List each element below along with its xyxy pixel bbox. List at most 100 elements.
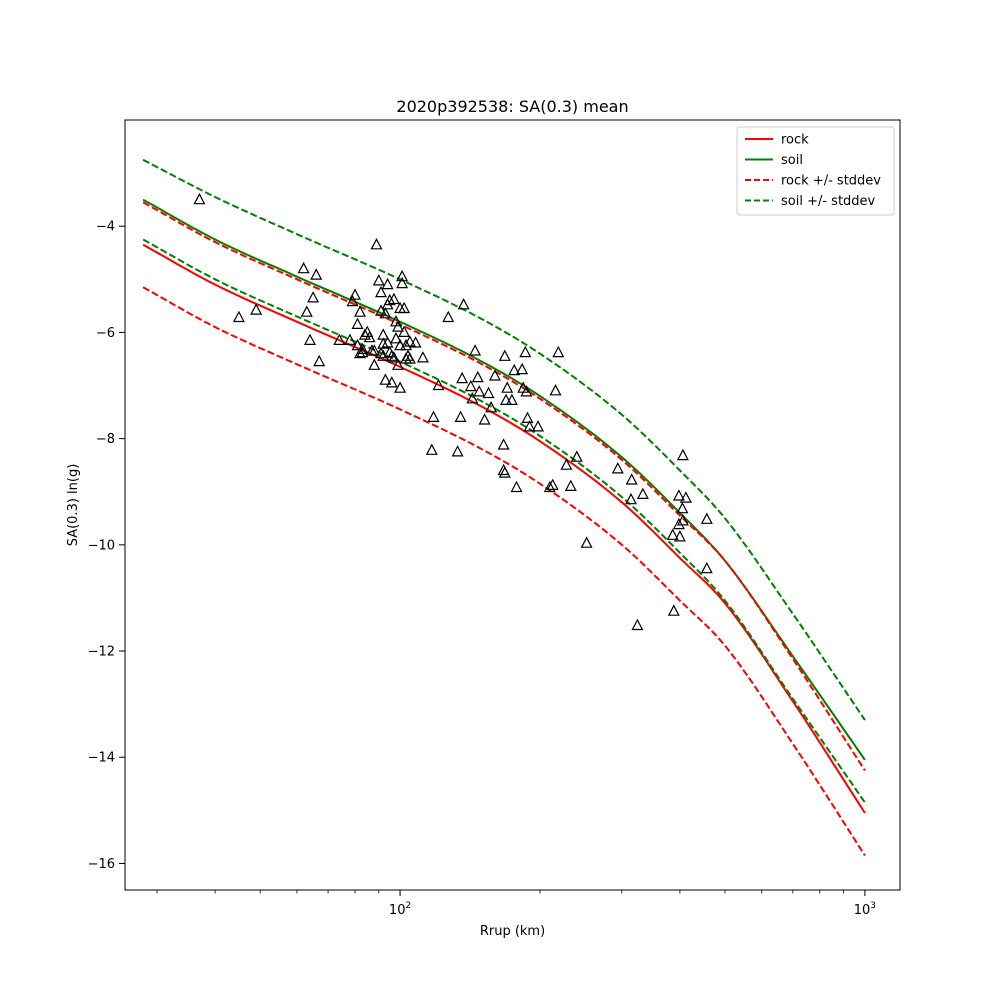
data-point [396, 269, 409, 282]
plot-frame [124, 119, 901, 891]
data-point [343, 333, 356, 345]
data-point [375, 346, 387, 359]
data-point [500, 393, 512, 405]
data-point [372, 274, 385, 286]
data-point [519, 345, 532, 358]
series-lines [142, 158, 866, 857]
data-point [368, 344, 381, 356]
data-point [416, 351, 429, 363]
data-point [560, 458, 573, 470]
data-point [672, 517, 685, 530]
line-rock_minus [142, 286, 866, 857]
data-point [349, 288, 361, 300]
data-point [333, 333, 346, 345]
data-point [473, 385, 486, 397]
data-point [570, 450, 583, 462]
data-point [400, 338, 412, 351]
data-point [304, 333, 316, 345]
data-point [381, 277, 394, 290]
x-tick-label: 103 [854, 901, 876, 918]
data-point [564, 479, 577, 491]
data-point [390, 332, 402, 344]
line-rock_plus [142, 201, 866, 772]
data-point [442, 310, 455, 323]
data-point [351, 317, 364, 329]
data-point [377, 337, 390, 349]
data-point [392, 358, 404, 370]
data-point [363, 330, 376, 343]
data-point [310, 268, 323, 280]
data-point [679, 491, 692, 503]
line-rock_mean [142, 243, 866, 814]
y-tick-label: −10 [88, 538, 115, 553]
data-point [454, 410, 467, 422]
data-point [346, 294, 359, 307]
data-point [356, 345, 369, 358]
data-point [375, 285, 387, 298]
data-point [676, 514, 689, 526]
data-point [636, 487, 649, 499]
data-point [358, 328, 371, 340]
data-point [381, 336, 394, 348]
data-point [667, 604, 680, 616]
data-point [700, 512, 713, 524]
data-point [466, 392, 479, 404]
line-soil_minus [142, 238, 866, 803]
line-soil_mean [142, 198, 866, 761]
data-point [313, 354, 326, 367]
scatter-points [193, 192, 713, 631]
data-point [672, 489, 685, 501]
data-point [510, 480, 523, 493]
data-point [457, 298, 470, 310]
data-point [521, 411, 534, 423]
data-point [383, 293, 396, 306]
y-axis-label: SA(0.3) ln(g) [66, 464, 81, 547]
data-point [666, 528, 679, 540]
data-point [700, 561, 713, 574]
data-point [432, 378, 445, 391]
data-point [451, 445, 464, 457]
data-point [508, 363, 521, 376]
data-point [546, 478, 559, 490]
data-point [398, 325, 411, 337]
data-point [464, 379, 477, 392]
x-axis-label: Rrup (km) [480, 924, 545, 939]
data-point [676, 501, 689, 514]
legend-label: soil +/- stddev [781, 194, 876, 209]
legend-box [736, 126, 895, 216]
x-axis: 102 103 [156, 890, 876, 918]
data-point [356, 342, 369, 354]
data-point [379, 307, 392, 319]
data-point [392, 320, 404, 332]
data-point [394, 338, 407, 351]
legend-label: rock [781, 133, 809, 148]
data-point [676, 448, 689, 461]
legend-label: soil [781, 153, 803, 168]
data-point [625, 473, 638, 485]
data-point [409, 336, 422, 348]
data-point [471, 370, 484, 383]
data-point [387, 292, 400, 305]
data-point [488, 369, 501, 381]
data-point [385, 349, 398, 361]
data-point [456, 371, 469, 384]
data-point [469, 344, 482, 356]
data-point [375, 304, 387, 316]
data-point [398, 301, 411, 314]
legend: rock soil rock +/- stddev soil +/- stddev [736, 126, 895, 216]
data-point [482, 386, 495, 399]
data-point [580, 536, 593, 548]
data-point [611, 462, 624, 474]
data-point [498, 466, 511, 478]
data-point [543, 480, 556, 493]
y-tick-label: −6 [96, 326, 115, 341]
data-point [549, 384, 562, 396]
data-point [427, 410, 440, 422]
y-axis: −4 −6 −8 −10 −12 −14 −16 [88, 220, 125, 872]
data-point [385, 376, 398, 388]
data-point [387, 351, 400, 363]
data-point [354, 305, 366, 317]
data-point [297, 261, 310, 274]
y-tick-label: −16 [88, 857, 115, 872]
